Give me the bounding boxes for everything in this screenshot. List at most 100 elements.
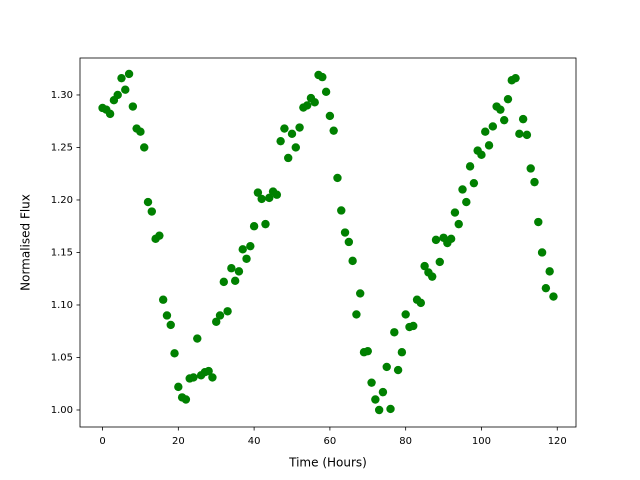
point (340, 228, 350, 237)
x-tick-label: 80 (399, 436, 412, 447)
x-tick-label: 60 (324, 436, 337, 447)
point (128, 102, 138, 111)
point (484, 141, 494, 150)
y-tick-label: 1.15 (51, 247, 73, 258)
point (272, 190, 282, 199)
point (541, 283, 551, 293)
point (549, 292, 558, 301)
point (344, 237, 354, 247)
point (253, 188, 263, 197)
point (371, 395, 380, 404)
point (276, 136, 285, 146)
point (515, 129, 524, 139)
point (284, 153, 293, 163)
point (416, 298, 426, 308)
point (488, 122, 498, 131)
point (469, 178, 479, 188)
point (420, 261, 429, 271)
point (390, 328, 399, 337)
point (503, 94, 513, 104)
point (140, 143, 149, 152)
point (325, 111, 335, 121)
point (124, 69, 134, 79)
point (428, 272, 437, 281)
point (409, 321, 418, 331)
y-tick-label: 1.25 (51, 142, 73, 153)
point (386, 404, 395, 414)
point (534, 217, 543, 227)
point (537, 248, 547, 257)
point (462, 197, 471, 207)
point (143, 197, 153, 207)
y-tick-label: 1.20 (51, 195, 73, 206)
point (545, 267, 554, 276)
point (318, 72, 327, 82)
point (530, 177, 539, 187)
x-tick-label: 100 (472, 436, 491, 447)
point (393, 365, 403, 375)
point (397, 348, 407, 357)
point (446, 234, 456, 244)
y-tick-label: 1.05 (51, 352, 73, 363)
point (477, 150, 486, 160)
point (121, 85, 130, 94)
x-axis-label: Time (Hours) (288, 456, 367, 470)
point (450, 208, 460, 217)
point (223, 307, 232, 316)
point (174, 382, 183, 392)
point (374, 405, 384, 415)
point (230, 276, 240, 286)
point (136, 127, 145, 136)
point (496, 105, 505, 114)
point (454, 219, 463, 229)
point (170, 349, 179, 358)
point (212, 317, 221, 326)
point (401, 310, 410, 319)
point (246, 241, 255, 251)
point (181, 395, 191, 404)
point (363, 346, 372, 356)
point (242, 254, 251, 263)
point (518, 114, 528, 124)
point (465, 162, 475, 171)
y-axis-label: Normalised Flux (19, 194, 33, 291)
point (291, 143, 300, 152)
point (193, 334, 202, 343)
point (378, 387, 388, 397)
x-tick-label: 40 (248, 436, 261, 447)
point (511, 73, 520, 83)
point (367, 378, 376, 387)
x-tick-label: 120 (548, 436, 567, 447)
point (249, 222, 259, 231)
point (280, 124, 289, 133)
point (189, 373, 198, 382)
point (117, 73, 126, 83)
point (227, 264, 236, 273)
y-tick-label: 1.00 (51, 405, 73, 416)
point (458, 185, 467, 194)
point (155, 231, 164, 240)
point (219, 277, 228, 287)
point (435, 257, 444, 267)
point (287, 129, 297, 139)
point (431, 235, 441, 245)
plot-frame (79, 57, 577, 428)
point (158, 295, 168, 304)
x-tick-label: 0 (99, 436, 105, 447)
point (113, 90, 122, 100)
point (238, 245, 247, 254)
point (499, 115, 509, 125)
point (295, 123, 304, 132)
point (522, 130, 532, 140)
point (302, 101, 312, 110)
point (204, 366, 213, 376)
point (321, 87, 331, 97)
point (333, 173, 342, 183)
point (348, 256, 357, 266)
point (265, 193, 274, 203)
y-tick-label: 1.30 (51, 90, 73, 101)
point (329, 126, 338, 135)
point (162, 311, 172, 320)
point (310, 98, 319, 107)
